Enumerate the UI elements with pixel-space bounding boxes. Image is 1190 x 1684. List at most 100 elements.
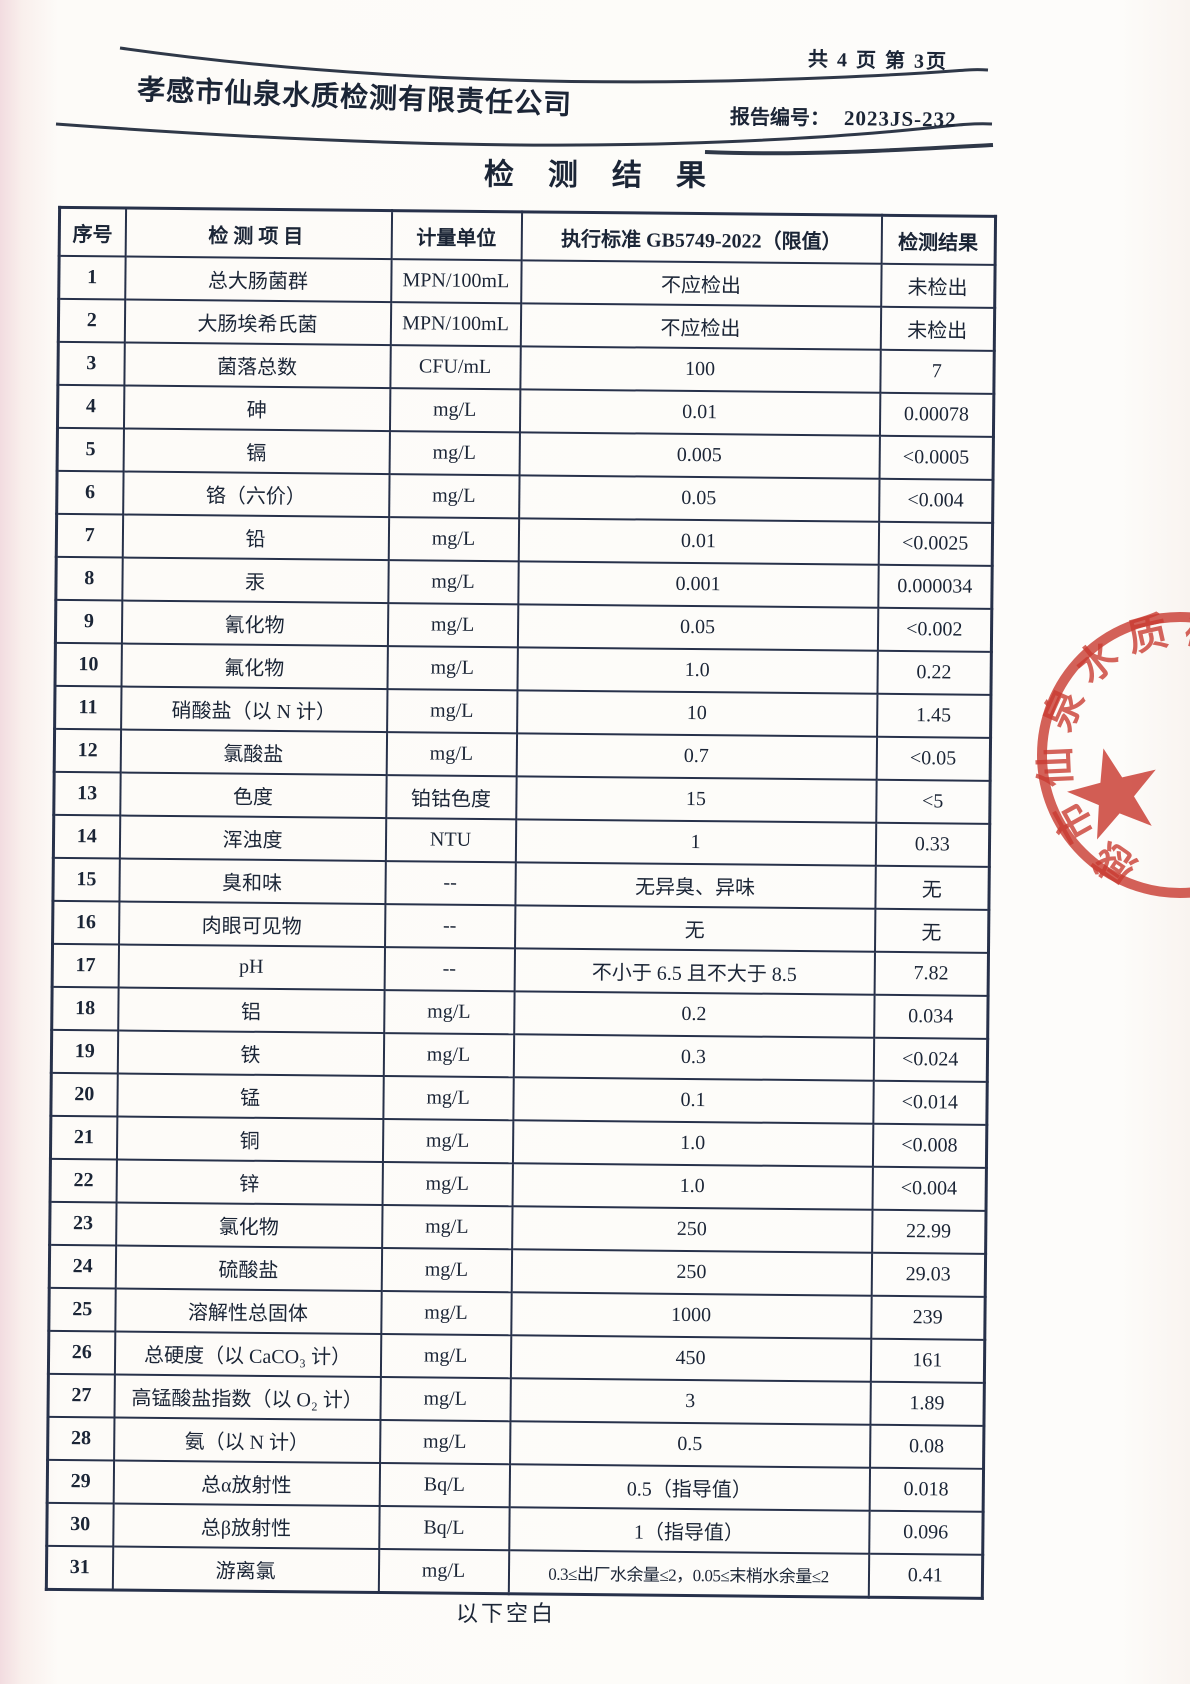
cell-result: 无 <box>874 865 990 910</box>
cell-seq: 14 <box>53 814 120 859</box>
cell-seq: 21 <box>50 1115 117 1160</box>
cell-result: 0.33 <box>875 822 990 867</box>
cell-result: <0.0005 <box>879 435 994 480</box>
cell-result: 161 <box>870 1338 985 1383</box>
cell-limit: 250 <box>511 1249 872 1296</box>
cell-result: <5 <box>875 779 991 824</box>
cell-limit: 1 <box>515 819 876 866</box>
cell-result: <0.024 <box>873 1037 988 1082</box>
report-number-label: 报告编号： <box>729 106 831 130</box>
cell-result: 未检出 <box>880 306 995 351</box>
cell-seq: 5 <box>57 427 124 472</box>
cell-limit: 0.2 <box>513 991 875 1038</box>
col-header-unit: 计量单位 <box>391 210 522 261</box>
cell-seq: 29 <box>47 1459 114 1504</box>
cell-result: <0.0025 <box>878 521 993 566</box>
col-header-item: 检测项目 <box>125 208 392 260</box>
cell-result: 未检出 <box>880 263 996 308</box>
cell-unit: mg/L <box>381 1248 512 1293</box>
cell-unit: mg/L <box>386 646 518 691</box>
cell-seq: 3 <box>57 341 125 386</box>
cell-limit: 0.001 <box>517 561 879 608</box>
cell-limit: 0.05 <box>518 475 880 522</box>
cell-unit: -- <box>384 904 515 949</box>
cell-result: 7 <box>879 349 995 394</box>
cell-unit: mg/L <box>378 1549 509 1594</box>
cell-item: 溶解性总固体 <box>114 1288 382 1335</box>
cell-item: 菌落总数 <box>123 342 391 389</box>
cell-item: 铅 <box>122 514 389 561</box>
cell-seq: 17 <box>52 943 119 988</box>
cell-seq: 4 <box>57 384 124 429</box>
col-header-seq: 序号 <box>59 207 126 257</box>
cell-result: 0.000034 <box>877 564 993 609</box>
cell-unit: mg/L <box>383 1033 514 1078</box>
cell-item: 总α放射性 <box>113 1460 380 1507</box>
cell-item: 浑浊度 <box>119 815 386 862</box>
cell-limit: 0.01 <box>519 389 880 436</box>
cell-unit: -- <box>384 947 515 992</box>
cell-result: 29.03 <box>871 1252 986 1297</box>
cell-item: 总硬度（以 CaCO₃ 计） <box>114 1331 381 1378</box>
col-header-result: 检测结果 <box>881 215 996 265</box>
cell-item: 硫酸盐 <box>115 1245 382 1292</box>
cell-item: 色度 <box>119 772 387 819</box>
cell-limit: 1000 <box>510 1292 872 1339</box>
cell-item: 臭和味 <box>118 858 386 905</box>
cell-seq: 22 <box>50 1158 117 1203</box>
page-title: 检测结果 <box>483 158 741 193</box>
cell-seq: 20 <box>50 1072 118 1117</box>
cell-seq: 16 <box>52 900 119 945</box>
cell-item: 硝酸盐（以 N 计） <box>120 686 387 733</box>
cell-unit: mg/L <box>379 1377 511 1422</box>
cell-seq: 26 <box>48 1330 115 1375</box>
cell-limit: 0.5（指导值） <box>509 1464 870 1511</box>
cell-result: <0.004 <box>878 478 994 523</box>
cell-limit: 450 <box>510 1335 871 1382</box>
cell-result: 239 <box>870 1295 986 1340</box>
cell-unit: MPN/100mL <box>390 302 521 347</box>
cell-item: 铁 <box>117 1030 384 1077</box>
page-count: 共 4 页 第 3页 <box>807 48 949 74</box>
cell-seq: 18 <box>51 986 119 1031</box>
cell-unit: mg/L <box>383 990 515 1035</box>
cell-unit: mg/L <box>380 1334 511 1379</box>
cell-seq: 12 <box>54 728 121 773</box>
cell-item: 砷 <box>123 385 390 432</box>
cell-unit: mg/L <box>382 1119 513 1164</box>
cell-item: 锌 <box>116 1159 383 1206</box>
seal-ring-text: 感市仙泉水质检 <box>1032 605 1190 892</box>
cell-seq: 13 <box>53 771 121 816</box>
cell-seq: 8 <box>55 556 123 601</box>
cell-limit: 1（指导值） <box>508 1507 870 1554</box>
cell-item: 大肠埃希氏菌 <box>124 299 391 346</box>
cell-unit: mg/L <box>387 560 519 605</box>
company-seal-stamp: 感市仙泉水质检 <box>985 595 1190 940</box>
report-number-value: 2023JS-232 <box>843 106 957 132</box>
cell-unit: mg/L <box>389 388 520 433</box>
cell-result: 7.82 <box>874 951 989 996</box>
cell-result: <0.05 <box>876 736 991 781</box>
cell-item: 氟化物 <box>121 643 388 690</box>
cell-item: 游离氯 <box>112 1546 379 1593</box>
cell-unit: NTU <box>385 818 516 863</box>
blank-below-note: 以下空白 <box>456 1601 557 1626</box>
cell-limit: 0.3≤出厂水余量≤2，0.05≤末梢水余量≤2 <box>508 1550 869 1598</box>
table-row: 31 游离氯 mg/L 0.3≤出厂水余量≤2，0.05≤末梢水余量≤2 0.4… <box>46 1545 983 1599</box>
cell-unit: mg/L <box>381 1205 513 1250</box>
cell-seq: 27 <box>47 1373 115 1418</box>
cell-unit: mg/L <box>387 603 518 648</box>
cell-unit: mg/L <box>382 1076 514 1121</box>
cell-limit: 100 <box>519 346 881 393</box>
cell-item: 铜 <box>116 1116 383 1163</box>
report-number-line: 报告编号： 2023JS-232 <box>730 100 957 132</box>
cell-limit: 10 <box>516 690 877 737</box>
cell-result: 0.08 <box>869 1424 984 1469</box>
cell-limit: 无 <box>514 905 875 952</box>
cell-result: 0.00078 <box>879 392 994 437</box>
cell-seq: 19 <box>51 1029 118 1074</box>
cell-result: 0.22 <box>876 650 992 695</box>
cell-seq: 2 <box>58 298 125 343</box>
cell-seq: 7 <box>56 513 123 558</box>
